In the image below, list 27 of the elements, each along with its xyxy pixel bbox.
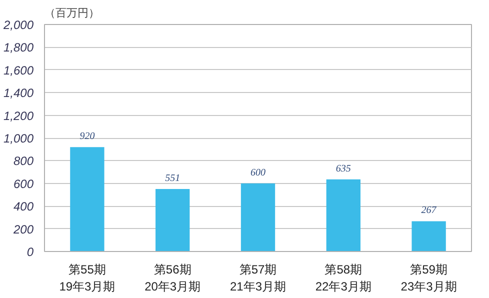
bar [156, 188, 190, 252]
x-tick-label: 第55期 19年3月期 [59, 262, 116, 294]
x-tick-label: 第57期 21年3月期 [230, 262, 286, 294]
data-label: 600 [250, 167, 266, 178]
bar [240, 183, 276, 252]
data-label: 267 [421, 205, 438, 216]
data-label: 920 [80, 131, 95, 142]
x-tick-label: 第58期 22年3月期 [315, 262, 372, 294]
y-tick-label: 400 [13, 200, 34, 214]
bar [70, 147, 104, 252]
bar [412, 221, 446, 252]
data-label: 551 [165, 172, 180, 184]
y-tick-label: 600 [13, 176, 34, 191]
y-axis-title: （百万円） [44, 8, 100, 20]
y-tick-label: 200 [12, 222, 34, 236]
x-tick-label: 第56期 20年3月期 [144, 262, 201, 294]
y-tick-label: 1,800 [3, 40, 34, 55]
y-tick-label: 2,000 [2, 18, 34, 32]
y-tick-label: 1,600 [3, 63, 34, 78]
y-tick-label: 1,400 [3, 86, 34, 100]
x-tick-label: 第59期 23年3月期 [400, 262, 457, 294]
y-tick-label: 800 [13, 154, 34, 168]
y-tick-label: 1,000 [3, 132, 34, 146]
y-tick-label: 0 [26, 245, 34, 259]
data-label: 635 [336, 163, 351, 174]
y-tick-label: 1,200 [3, 108, 34, 123]
bar [326, 179, 360, 252]
